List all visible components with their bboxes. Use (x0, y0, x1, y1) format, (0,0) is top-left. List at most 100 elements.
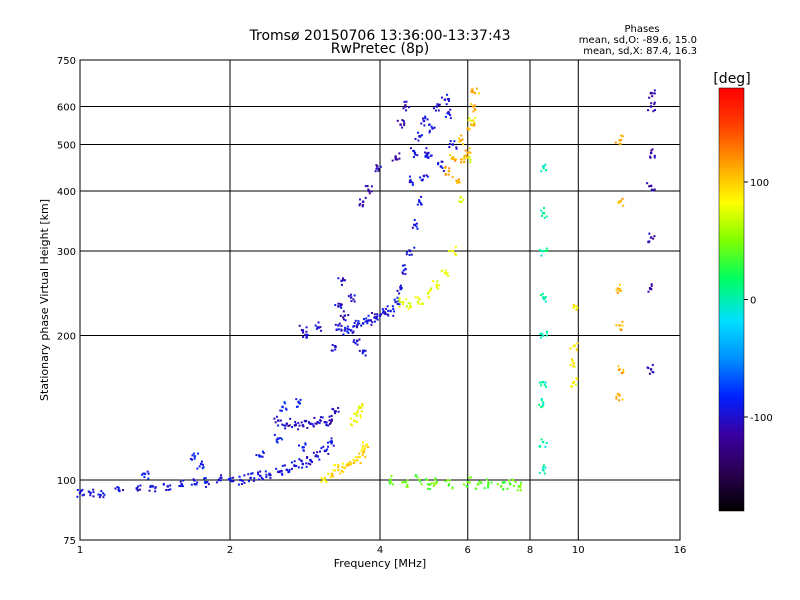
echo-point (447, 173, 450, 176)
echo-point (261, 455, 264, 458)
echo-point (362, 318, 365, 321)
echo-point (330, 419, 333, 422)
echo-point (478, 480, 481, 483)
echo-point (367, 319, 370, 322)
echo-point (435, 105, 438, 108)
echo-point (259, 455, 262, 458)
echo-point (192, 479, 195, 482)
echo-point (460, 201, 463, 204)
echo-point (401, 271, 404, 274)
echo-point (375, 167, 378, 170)
echo-point (422, 174, 426, 178)
echo-point (364, 185, 367, 188)
echo-point (654, 109, 657, 112)
echo-point (439, 165, 443, 168)
echo-point (463, 157, 466, 160)
echo-point (352, 458, 355, 461)
echo-point (200, 460, 203, 463)
echo-point (241, 480, 244, 483)
echo-point (381, 308, 384, 311)
echo-point (447, 112, 451, 115)
echo-point (316, 451, 319, 454)
echo-point (409, 306, 412, 309)
echo-point (398, 152, 401, 155)
echo-point (169, 488, 172, 491)
phase-info-title: Phases (624, 24, 659, 35)
echo-point (392, 314, 395, 317)
echo-point (649, 151, 653, 155)
echo-point (651, 95, 654, 98)
echo-point (407, 106, 410, 109)
echo-point (304, 442, 307, 445)
echo-point (229, 477, 232, 480)
echo-point (414, 296, 417, 299)
echo-point (300, 328, 303, 331)
echo-point (312, 451, 315, 454)
echo-point (298, 458, 301, 461)
echo-point (338, 322, 341, 325)
echo-point (308, 421, 311, 424)
echo-point (366, 185, 369, 188)
grid (80, 60, 680, 540)
echo-point (361, 447, 364, 450)
echo-point (332, 444, 335, 447)
echo-point (615, 395, 618, 398)
echo-point (102, 496, 105, 499)
echo-point (467, 151, 470, 154)
echo-point (541, 292, 544, 295)
echo-point (406, 485, 409, 488)
echo-point (364, 196, 367, 199)
echo-point (290, 461, 293, 464)
echo-point (426, 478, 429, 481)
echo-point (615, 289, 618, 292)
echo-point (273, 417, 276, 420)
y-axis-label: Stationary phase Virtual Height [km] (38, 199, 51, 401)
echo-point (356, 322, 359, 325)
echo-point (406, 251, 409, 254)
echo-point (466, 480, 469, 484)
echo-point (398, 292, 401, 295)
echo-point (361, 454, 364, 457)
echo-point (365, 443, 368, 446)
echo-point (361, 403, 364, 406)
echo-point (392, 310, 395, 313)
echo-point (541, 401, 545, 404)
echo-point (315, 454, 318, 457)
echo-point (404, 480, 407, 484)
echo-point (425, 152, 428, 155)
echo-point (468, 117, 471, 120)
echo-point (255, 453, 258, 456)
echo-point (649, 155, 652, 158)
echo-point (306, 455, 309, 458)
echo-point (298, 444, 301, 447)
echo-point (648, 185, 651, 188)
echo-point (541, 296, 545, 299)
echo-point (360, 410, 363, 413)
echo-point (545, 385, 548, 388)
echo-point (337, 305, 340, 308)
echo-point (364, 349, 367, 352)
echo-point (348, 463, 351, 466)
echo-point (265, 475, 268, 478)
echo-point (275, 438, 278, 441)
echo-point (98, 496, 101, 499)
y-tick-label: 600 (57, 103, 76, 114)
echo-point (454, 158, 457, 161)
echo-point (278, 471, 281, 474)
echo-point (490, 481, 493, 484)
echo-point (444, 165, 447, 168)
echo-point (424, 115, 427, 118)
echo-point (280, 409, 283, 412)
echo-point (269, 474, 272, 477)
echo-point (432, 107, 435, 110)
echo-point (342, 318, 345, 321)
echo-point (457, 178, 460, 181)
echo-point (352, 419, 356, 422)
echo-point (540, 397, 543, 400)
echo-point (355, 458, 359, 462)
echo-point (540, 254, 543, 257)
echo-point (361, 204, 364, 207)
echo-point (261, 478, 264, 481)
echo-point (368, 192, 371, 195)
